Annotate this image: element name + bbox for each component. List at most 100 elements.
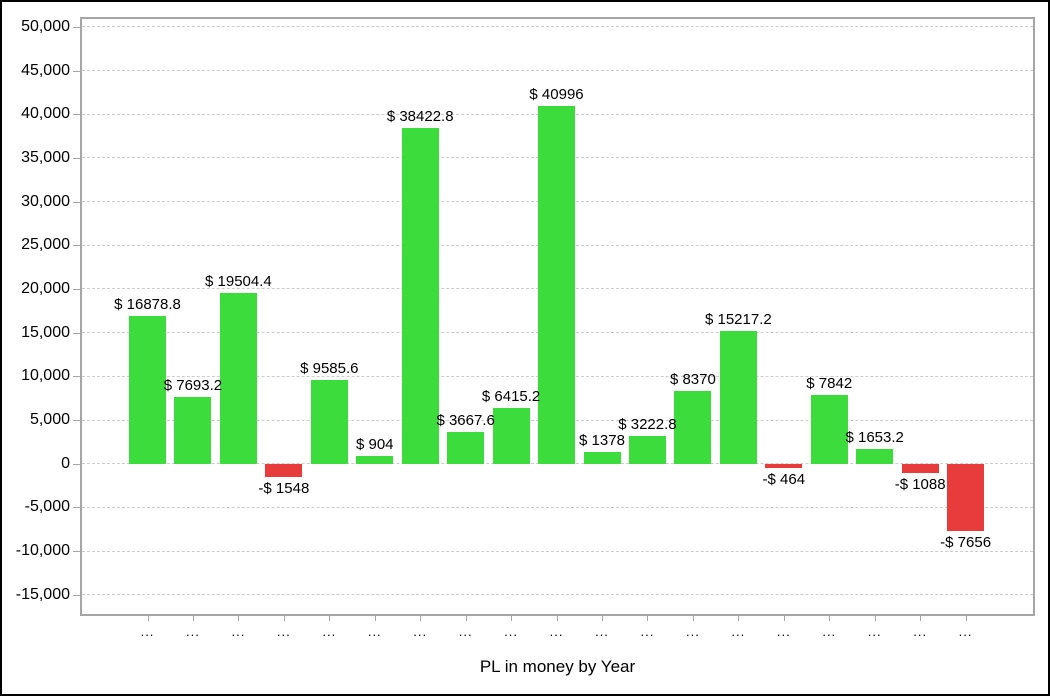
y-axis-tick — [73, 594, 80, 596]
x-axis-category-label: ... — [231, 624, 246, 639]
bar-value-label: $ 6415.2 — [481, 387, 541, 405]
y-axis-tick-label: 30,000 — [21, 192, 70, 210]
negative-bar — [947, 463, 985, 531]
y-axis-tick — [73, 551, 80, 553]
x-axis-category-label: ... — [140, 624, 155, 639]
positive-bar — [856, 449, 894, 464]
bar-value-label: $ 8370 — [669, 370, 716, 388]
h-gridline — [82, 594, 1033, 596]
y-axis-tick — [73, 463, 80, 465]
positive-bar — [401, 128, 439, 464]
x-axis-tick — [192, 616, 194, 621]
y-axis-tick — [73, 70, 80, 72]
positive-bar — [219, 293, 257, 464]
positive-bar — [174, 396, 212, 464]
bar-value-label: $ 1378 — [579, 431, 625, 449]
y-axis-tick-label: 20,000 — [21, 279, 70, 297]
positive-bar — [129, 316, 166, 464]
bar-value-label: $ 7693.2 — [163, 376, 223, 394]
bar-value-label: $ 7842 — [806, 375, 853, 393]
x-axis-category-label: ... — [731, 624, 746, 639]
h-gridline — [82, 506, 1033, 508]
y-axis-tick-label: -10,000 — [15, 542, 70, 560]
positive-bar — [628, 435, 666, 464]
positive-bar — [674, 390, 712, 464]
x-axis-category-label: ... — [867, 624, 882, 639]
x-axis-category-label: ... — [549, 624, 564, 639]
x-axis-category-label: ... — [367, 624, 382, 639]
negative-bar — [901, 463, 939, 474]
bar-value-label: -$ 464 — [762, 470, 806, 488]
x-axis-category-label: ... — [595, 624, 609, 639]
bar-value-label: $ 15217.2 — [704, 310, 772, 328]
x-axis-tick — [147, 616, 149, 621]
x-axis-category-label: ... — [186, 624, 200, 639]
y-axis-tick — [73, 507, 80, 509]
positive-bar — [583, 451, 621, 464]
x-axis-tick — [238, 616, 240, 621]
bar-value-label: $ 38422.8 — [386, 108, 454, 125]
x-axis-category-label: ... — [913, 624, 928, 639]
x-axis-tick — [283, 616, 285, 621]
x-axis-tick — [647, 616, 649, 621]
x-axis-tick — [829, 616, 831, 621]
x-axis-tick — [738, 616, 740, 621]
bar-value-label: -$ 7656 — [940, 533, 992, 551]
y-axis-tick-label: 40,000 — [21, 105, 70, 123]
x-axis-tick — [511, 616, 513, 621]
x-axis-category-label: ... — [458, 624, 473, 639]
x-axis-tick — [556, 616, 558, 621]
negative-bar — [265, 463, 303, 478]
y-axis-tick — [73, 26, 80, 28]
x-axis-category-label: ... — [413, 624, 428, 639]
y-axis-tick-label: 50,000 — [21, 17, 70, 35]
x-axis-category-label: ... — [776, 624, 791, 639]
positive-bar — [492, 407, 530, 464]
y-axis-tick — [73, 420, 80, 422]
y-axis-tick-label: -15,000 — [15, 585, 70, 603]
y-axis-tick — [73, 245, 80, 247]
y-axis-tick — [73, 114, 80, 116]
positive-bar — [310, 379, 348, 464]
x-axis-tick — [602, 616, 603, 621]
bar-value-label: $ 16878.8 — [114, 296, 181, 314]
bar-value-label: $ 3222.8 — [618, 415, 677, 433]
bar-value-label: $ 40996 — [529, 85, 584, 103]
x-axis-tick — [420, 616, 422, 621]
x-axis-category-label: ... — [958, 624, 973, 639]
positive-bar — [356, 455, 394, 464]
x-axis-category-label: ... — [685, 624, 700, 639]
bar-value-label: $ 904 — [355, 435, 394, 453]
positive-bar — [538, 105, 576, 464]
y-axis-tick — [73, 288, 80, 290]
positive-bar — [719, 330, 757, 464]
y-axis-tick — [73, 332, 80, 334]
y-axis-tick-label: 5,000 — [29, 411, 70, 429]
y-axis-tick — [73, 157, 80, 159]
x-axis-tick — [692, 616, 694, 621]
plot-area — [80, 17, 1035, 616]
h-gridline — [82, 550, 1033, 552]
bar-value-label: $ 9585.6 — [300, 359, 359, 377]
x-axis-category-label: ... — [822, 624, 837, 639]
y-axis-tick-label: 10,000 — [21, 367, 70, 385]
x-axis-tick — [920, 616, 922, 621]
positive-bar — [447, 431, 485, 464]
y-axis-tick-label: 0 — [61, 454, 70, 472]
y-axis-tick — [73, 201, 80, 203]
h-gridline — [82, 463, 1033, 465]
bar-value-label: -$ 1548 — [258, 480, 310, 498]
h-gridline — [82, 70, 1033, 72]
bar-value-label: $ 3667.6 — [436, 411, 495, 429]
negative-bar — [765, 463, 803, 468]
bar-value-label: $ 19504.4 — [205, 273, 272, 291]
bar-value-label: -$ 1088 — [894, 476, 946, 494]
x-axis-category-label: ... — [640, 624, 655, 639]
x-axis-category-label: ... — [276, 624, 291, 639]
x-axis-tick — [965, 616, 967, 621]
bar-value-label: $ 1653.2 — [845, 429, 904, 447]
x-axis-tick — [329, 616, 331, 621]
y-axis-tick-label: 35,000 — [21, 148, 70, 166]
y-axis-tick-label: 45,000 — [21, 61, 70, 79]
